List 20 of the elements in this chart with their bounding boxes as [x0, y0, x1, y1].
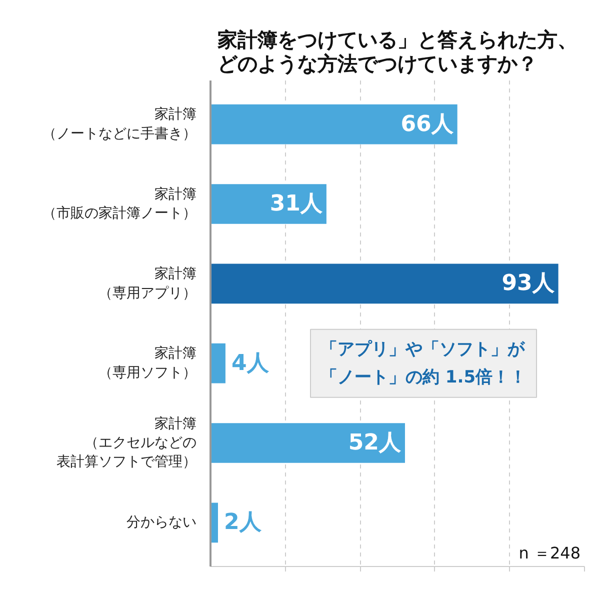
- data-label: 4人: [231, 350, 270, 376]
- y-tick-label: 家計簿（エクセルなどの表計算ソフトで管理）: [56, 416, 196, 470]
- y-tick-label: 家計簿（市販の家計簿ノート）: [42, 186, 196, 222]
- data-label: 2人: [224, 510, 262, 536]
- data-label: 31人: [270, 191, 324, 216]
- bar: [210, 264, 558, 304]
- bar: [210, 184, 326, 224]
- y-tick-label: 家計簿（専用ソフト）: [98, 346, 196, 381]
- bar: [210, 423, 405, 463]
- bar: [210, 343, 226, 384]
- y-tick-label: 家計簿（専用アプリ）: [98, 266, 196, 302]
- data-label: 93人: [502, 271, 556, 296]
- data-label: 66人: [400, 112, 454, 137]
- data-label: 52人: [348, 430, 402, 456]
- y-tick-label: 家計簿（ノートなどに手書き）: [42, 106, 196, 142]
- bar: [210, 104, 458, 144]
- y-tick-label: 分からない: [126, 514, 196, 531]
- chart-title: 家計簿をつけている」と答えられた方、どのような方法でつけていますか？: [216, 28, 578, 76]
- annotation: 「アプリ」や「ソフト」が「ノート」の約 1.5倍！！: [320, 339, 527, 388]
- annotation: n ＝248: [518, 544, 580, 562]
